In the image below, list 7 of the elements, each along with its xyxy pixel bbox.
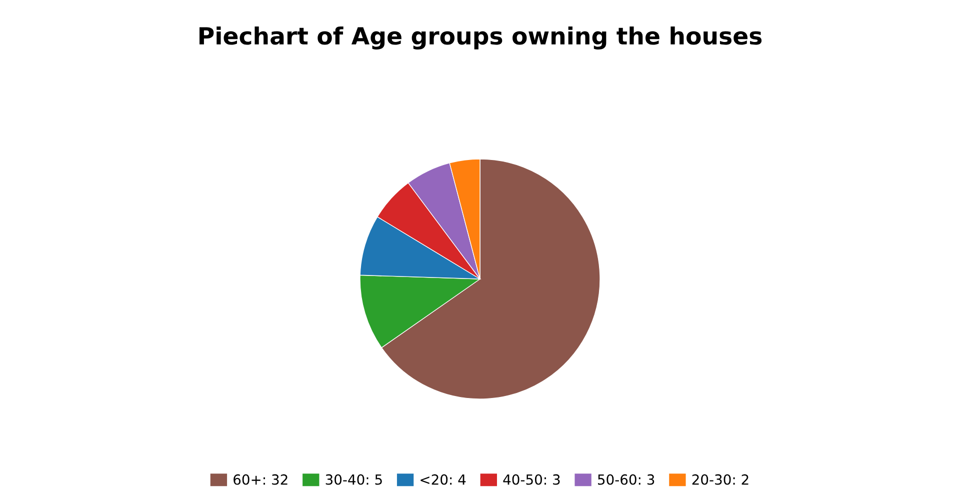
legend-label: 40-50: 3: [503, 474, 560, 485]
legend-label: 60+: 32: [234, 474, 288, 485]
legend-label: 50-60: 3: [598, 474, 654, 485]
legend-label: <20: 4: [420, 474, 466, 485]
chart-title: Piechart of Age groups owning the houses: [200, 26, 762, 50]
legend-label: 20-30: 2: [692, 474, 748, 485]
legend-label: 30-40: 5: [326, 474, 382, 485]
